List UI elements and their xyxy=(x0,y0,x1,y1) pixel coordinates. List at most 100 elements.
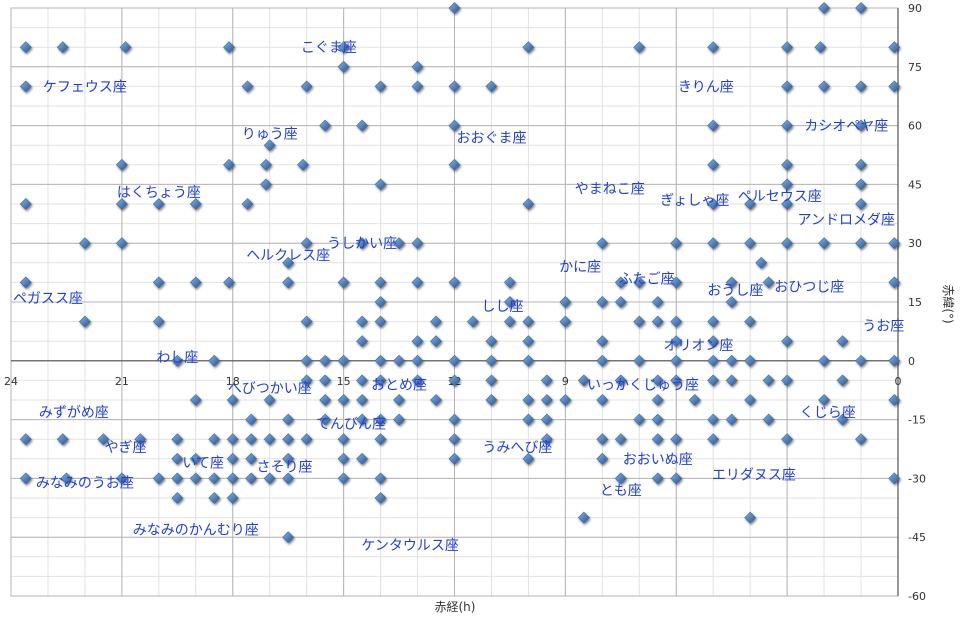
data-point xyxy=(374,433,387,446)
data-point xyxy=(577,511,590,524)
data-point xyxy=(282,413,295,426)
data-point xyxy=(781,237,794,250)
data-point xyxy=(374,472,387,485)
data-point xyxy=(189,276,202,289)
data-point xyxy=(670,237,683,250)
data-point xyxy=(171,433,184,446)
constellation-label: みずがめ座 xyxy=(39,405,109,421)
data-point xyxy=(356,374,369,387)
data-point xyxy=(596,433,609,446)
data-point xyxy=(19,433,32,446)
constellation-label: りゅう座 xyxy=(242,126,298,142)
constellation-label: くじら座 xyxy=(800,405,856,421)
data-point xyxy=(762,413,775,426)
data-point xyxy=(888,472,901,485)
data-point xyxy=(223,41,235,54)
data-point xyxy=(540,394,553,406)
data-point xyxy=(559,315,572,328)
constellation-label: みなみのかんむり座 xyxy=(133,522,259,538)
data-point xyxy=(670,433,683,446)
data-point xyxy=(596,452,609,465)
data-point xyxy=(430,335,442,348)
data-point xyxy=(430,394,442,406)
data-point xyxy=(522,41,535,54)
data-point xyxy=(522,394,535,406)
data-point xyxy=(282,433,295,446)
data-point xyxy=(522,198,535,210)
data-point xyxy=(393,394,405,406)
data-point xyxy=(337,472,350,485)
data-point xyxy=(263,472,276,485)
data-point xyxy=(707,41,720,54)
data-point xyxy=(744,198,757,210)
data-point xyxy=(208,354,221,367)
x-tick-label: 15 xyxy=(337,375,351,388)
x-tick-label: 18 xyxy=(226,375,240,388)
data-point xyxy=(888,80,901,93)
data-point xyxy=(888,237,901,250)
data-point xyxy=(337,433,350,446)
data-point xyxy=(115,237,128,250)
data-point xyxy=(282,531,295,544)
data-point xyxy=(670,354,683,367)
data-point xyxy=(818,354,831,367)
data-point xyxy=(223,276,235,289)
data-point xyxy=(319,354,332,367)
x-tick-label: 24 xyxy=(4,375,18,388)
data-point xyxy=(725,354,738,367)
data-point xyxy=(633,315,646,328)
y-tick-label: 90 xyxy=(908,2,922,15)
data-point xyxy=(707,374,720,387)
data-point xyxy=(337,60,350,73)
data-point xyxy=(522,315,535,328)
data-point xyxy=(60,472,73,485)
data-point xyxy=(448,452,461,465)
data-point xyxy=(781,178,794,191)
data-point xyxy=(152,198,165,210)
data-point xyxy=(744,237,757,250)
data-point xyxy=(651,315,664,328)
data-point xyxy=(707,315,720,328)
data-point xyxy=(245,472,258,485)
data-point xyxy=(762,276,775,289)
constellation-label: こぐま座 xyxy=(301,40,357,56)
data-point xyxy=(781,158,794,171)
constellation-label: やまねこ座 xyxy=(575,181,645,197)
data-point xyxy=(467,315,479,328)
data-point xyxy=(744,315,757,328)
data-point xyxy=(297,158,309,171)
data-point xyxy=(411,374,424,387)
data-point xyxy=(633,276,646,289)
constellation-label: カシオペヤ座 xyxy=(804,119,888,135)
constellation-label: ふたご座 xyxy=(619,271,675,287)
data-point xyxy=(633,354,646,367)
data-point xyxy=(411,80,424,93)
data-point xyxy=(374,374,387,387)
y-tick-label: -45 xyxy=(908,531,926,544)
constellation-label: おうし座 xyxy=(707,283,763,299)
data-point xyxy=(282,276,295,289)
data-point xyxy=(818,80,831,93)
data-point xyxy=(356,237,369,250)
data-point xyxy=(855,354,867,367)
data-point xyxy=(189,452,202,465)
data-point xyxy=(540,413,553,426)
data-point xyxy=(707,198,720,210)
data-point xyxy=(226,394,239,406)
data-point xyxy=(115,198,128,210)
data-point xyxy=(448,158,461,171)
data-point xyxy=(448,413,461,426)
data-point xyxy=(78,237,91,250)
data-point xyxy=(725,296,738,308)
data-point xyxy=(762,374,775,387)
data-point xyxy=(356,394,369,406)
data-point xyxy=(781,433,794,446)
data-point xyxy=(223,158,235,171)
data-point xyxy=(651,433,664,446)
data-point xyxy=(411,335,424,348)
data-point xyxy=(282,452,295,465)
data-point xyxy=(115,158,128,171)
data-point xyxy=(707,237,720,250)
constellation-label: わし座 xyxy=(156,350,198,366)
data-point xyxy=(522,354,535,367)
